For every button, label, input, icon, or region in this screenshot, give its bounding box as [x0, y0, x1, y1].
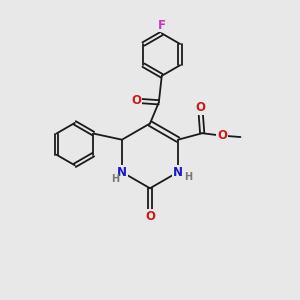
Text: O: O [217, 129, 227, 142]
Text: H: H [184, 172, 192, 182]
Text: O: O [131, 94, 141, 107]
Text: N: N [173, 166, 183, 178]
Text: F: F [158, 19, 166, 32]
Text: H: H [111, 174, 119, 184]
Text: N: N [117, 166, 127, 178]
Text: O: O [196, 101, 206, 114]
Text: O: O [145, 210, 155, 223]
